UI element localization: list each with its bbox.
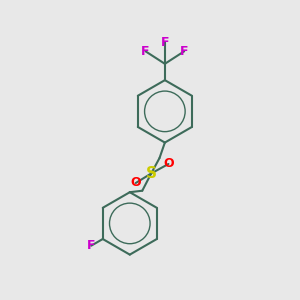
Text: F: F <box>141 45 150 58</box>
Text: O: O <box>130 176 141 190</box>
Text: O: O <box>163 158 174 170</box>
Text: F: F <box>180 45 188 58</box>
Text: F: F <box>160 36 169 49</box>
Text: S: S <box>146 166 157 181</box>
Text: F: F <box>87 239 95 252</box>
